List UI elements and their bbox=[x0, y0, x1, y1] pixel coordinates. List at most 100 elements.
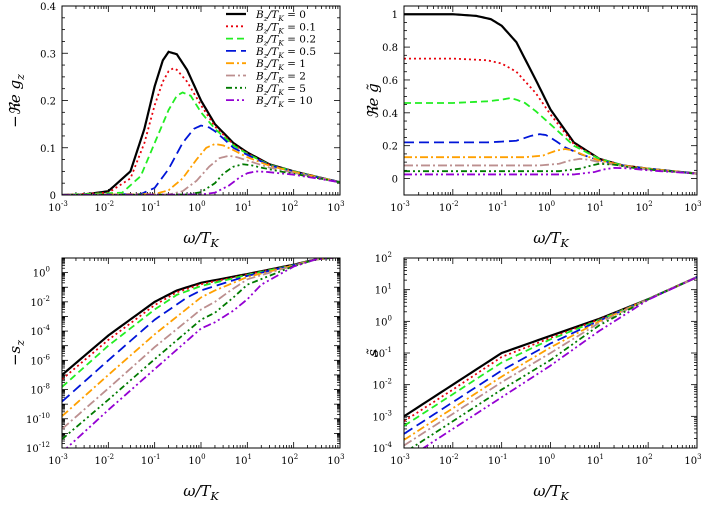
x-tick-label: 10-1 bbox=[488, 200, 508, 214]
panel-bottom-right: 10-3 10-2 10-1 100 101 102 10310-410-310-210-1… bbox=[364, 251, 702, 503]
y-tick-label: 0.3 bbox=[40, 49, 56, 60]
y-tick-label: 0.4 bbox=[40, 2, 56, 13]
x-axis-label: ω/TK bbox=[533, 229, 569, 250]
y-axis-label: ℜe g̃ bbox=[364, 83, 382, 118]
plot-frame bbox=[403, 257, 698, 449]
series-line-2 bbox=[62, 258, 338, 381]
x-tick-label: 103 bbox=[684, 453, 701, 467]
y-tick-label: 100 bbox=[33, 266, 50, 280]
y-tick-label: 102 bbox=[375, 251, 392, 265]
x-tick-label: 10-3 bbox=[48, 200, 68, 214]
y-tick-label: 0.2 bbox=[382, 142, 398, 153]
series-line-7 bbox=[62, 163, 340, 195]
series-line-5 bbox=[62, 258, 338, 417]
y-tick-label: 100 bbox=[375, 314, 392, 328]
legend-entry: Bz/TK = 0.5 bbox=[255, 46, 316, 60]
series-line-7 bbox=[409, 276, 697, 448]
x-tick-label: 10-3 bbox=[390, 200, 410, 214]
series-group bbox=[404, 13, 697, 176]
y-tick-label: 10-8 bbox=[30, 383, 50, 397]
x-axis-label: ω/TK bbox=[183, 482, 219, 503]
series-line-4 bbox=[404, 276, 697, 435]
y-tick-label: 0.2 bbox=[40, 97, 56, 108]
series-line-3 bbox=[62, 91, 340, 195]
series-line-8 bbox=[421, 276, 697, 448]
panel-bottom-left: 10-3 10-2 10-1 100 101 102 103 10-12 10-10 10-8 10… bbox=[6, 257, 345, 503]
x-tick-label: 10-2 bbox=[95, 453, 115, 467]
x-tick-label: 103 bbox=[684, 200, 701, 214]
y-tick-label: 0.1 bbox=[40, 144, 56, 155]
series-line-8 bbox=[62, 170, 340, 195]
legend-entry: Bz/TK = 2 bbox=[255, 71, 306, 85]
series-group bbox=[62, 258, 340, 448]
x-tick-label: 101 bbox=[587, 200, 604, 214]
series-line-3 bbox=[404, 97, 697, 175]
y-tick-label: 0.6 bbox=[382, 76, 398, 87]
plot-frame bbox=[403, 5, 698, 196]
y-tick-label: 10-3 bbox=[372, 409, 392, 423]
series-line-3 bbox=[62, 258, 338, 388]
x-tick-label: 101 bbox=[587, 453, 604, 467]
y-tick-label: 10-4 bbox=[372, 441, 392, 455]
y-tick-label: 0.4 bbox=[382, 109, 398, 120]
y-axis-label: s̃ bbox=[364, 348, 382, 356]
legend: Bz/TK = 0Bz/TK = 0.1Bz/TK = 0.2Bz/TK = 0… bbox=[226, 9, 316, 109]
x-tick-label: 101 bbox=[235, 200, 252, 214]
series-group bbox=[62, 50, 340, 195]
series-line-7 bbox=[62, 258, 338, 440]
x-axis-label: ω/TK bbox=[533, 482, 569, 503]
series-line-5 bbox=[62, 143, 340, 195]
series-line-4 bbox=[404, 133, 697, 175]
x-tick-label: 10-3 bbox=[48, 453, 68, 467]
series-line-4 bbox=[62, 124, 340, 195]
y-tick-label: 10-6 bbox=[30, 353, 50, 367]
series-line-1 bbox=[404, 13, 697, 175]
series-line-6 bbox=[62, 258, 338, 430]
y-tick-label: 101 bbox=[375, 283, 392, 297]
y-tick-label: 10-2 bbox=[30, 295, 50, 309]
series-line-3 bbox=[404, 276, 697, 427]
x-tick-label: 10-2 bbox=[439, 200, 459, 214]
x-tick-label: 102 bbox=[636, 200, 653, 214]
y-tick-label: 1 bbox=[392, 10, 398, 21]
y-axis-label: −ℜe gz bbox=[6, 74, 27, 128]
x-tick-label: 100 bbox=[188, 200, 205, 214]
legend-entry: Bz/TK = 10 bbox=[255, 95, 313, 109]
legend-entry: Bz/TK = 0.1 bbox=[255, 21, 316, 35]
x-tick-label: 10-1 bbox=[488, 453, 508, 467]
x-tick-label: 100 bbox=[538, 200, 555, 214]
y-tick-label: 10-1 bbox=[372, 346, 392, 360]
y-axis-label: −sz bbox=[6, 340, 27, 366]
series-line-5 bbox=[404, 276, 697, 441]
y-tick-label: 10-12 bbox=[26, 441, 50, 455]
y-tick-label: 0 bbox=[392, 175, 398, 186]
x-tick-label: 102 bbox=[281, 453, 298, 467]
plot-frame bbox=[61, 5, 341, 196]
y-tick-label: 10-4 bbox=[30, 324, 50, 338]
series-line-1 bbox=[62, 258, 340, 376]
y-tick-label: 10-10 bbox=[26, 412, 50, 426]
x-tick-label: 102 bbox=[281, 200, 298, 214]
x-tick-label: 10-2 bbox=[95, 200, 115, 214]
x-tick-label: 10-3 bbox=[390, 453, 410, 467]
plot-frame bbox=[61, 257, 341, 449]
x-tick-label: 10-1 bbox=[141, 200, 161, 214]
legend-entry: Bz/TK = 0.2 bbox=[255, 34, 316, 48]
x-tick-label: 102 bbox=[636, 453, 653, 467]
x-tick-label: 103 bbox=[327, 200, 344, 214]
panel-top-right: 10-3 10-2 10-1 100 101 102 103 0 0.2 0.4 0.6 0.8 1 ω/… bbox=[364, 5, 702, 250]
series-group bbox=[404, 276, 697, 448]
series-line-8 bbox=[65, 258, 338, 448]
panel-top-left: 10-3 10-2 10-1 100 101 102 103 0 0.1 0.2 0.3 0.4 ω/T… bbox=[6, 2, 345, 250]
series-line-6 bbox=[404, 276, 697, 447]
y-tick-label: 0 bbox=[50, 191, 56, 202]
y-tick-label: 10-2 bbox=[372, 378, 392, 392]
y-tick-label: 0.8 bbox=[382, 43, 398, 54]
x-tick-label: 10-1 bbox=[141, 453, 161, 467]
legend-entry: Bz/TK = 5 bbox=[255, 83, 306, 97]
x-tick-label: 10-2 bbox=[439, 453, 459, 467]
x-tick-label: 100 bbox=[188, 453, 205, 467]
x-tick-label: 101 bbox=[235, 453, 252, 467]
series-line-2 bbox=[404, 276, 697, 422]
